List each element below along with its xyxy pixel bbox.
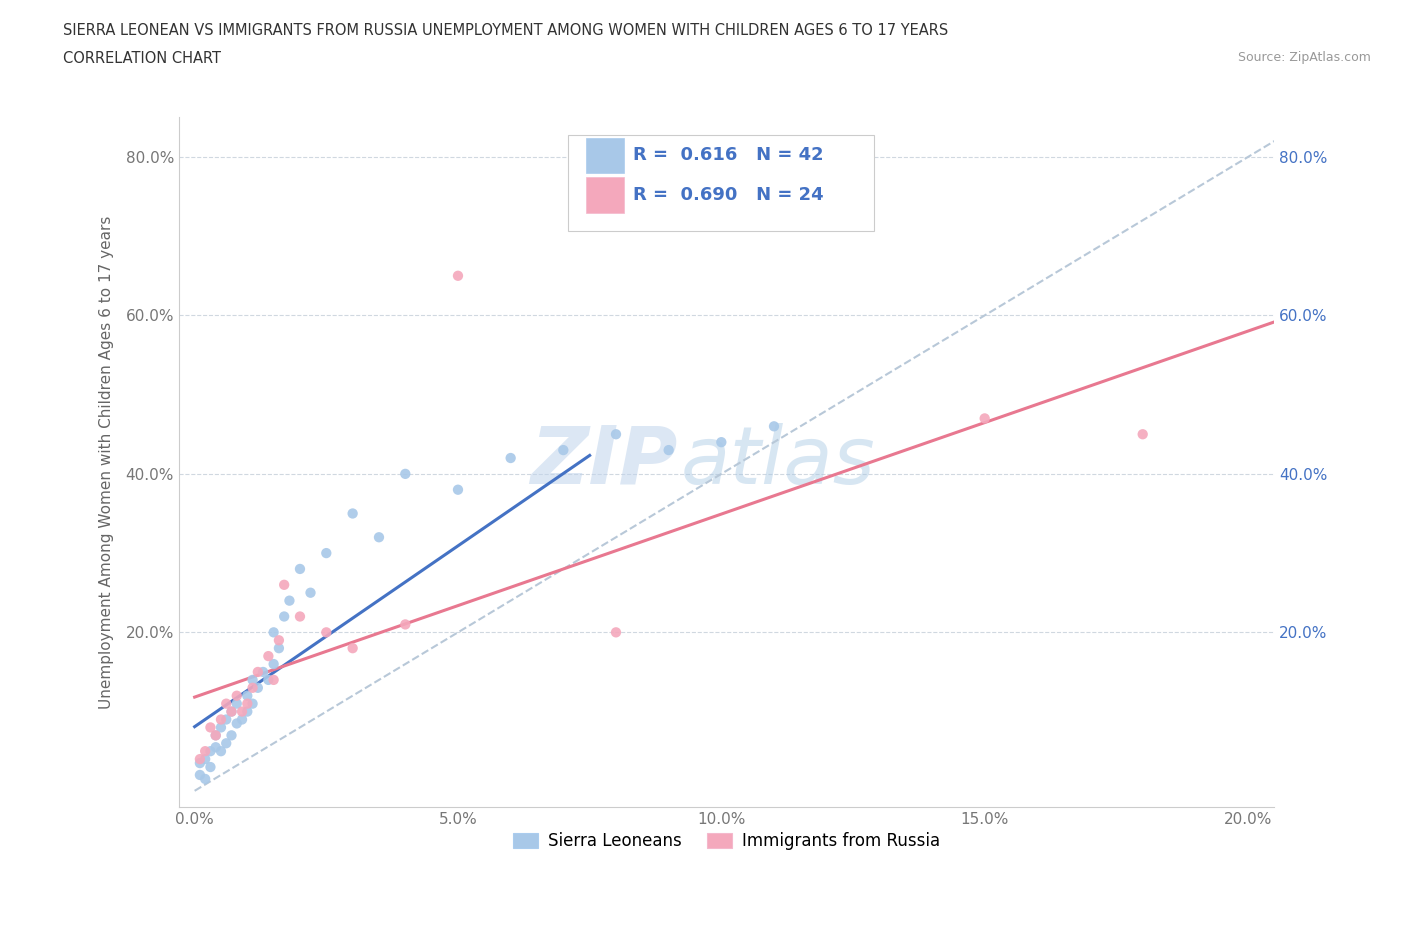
Point xyxy=(1132,427,1154,442)
Point xyxy=(394,617,416,631)
Point xyxy=(257,672,280,687)
Point xyxy=(288,562,311,577)
Point xyxy=(209,744,232,759)
Point xyxy=(188,756,211,771)
FancyBboxPatch shape xyxy=(568,135,875,231)
Point xyxy=(221,704,243,719)
Point xyxy=(299,585,322,600)
FancyBboxPatch shape xyxy=(586,177,624,213)
Point xyxy=(267,641,290,656)
Point xyxy=(246,681,269,696)
Point xyxy=(236,704,259,719)
Point xyxy=(242,681,264,696)
Point xyxy=(209,720,232,735)
Point xyxy=(225,688,247,703)
Point xyxy=(263,625,285,640)
Point xyxy=(242,697,264,711)
Point xyxy=(221,704,243,719)
Point xyxy=(447,483,470,498)
Text: SIERRA LEONEAN VS IMMIGRANTS FROM RUSSIA UNEMPLOYMENT AMONG WOMEN WITH CHILDREN : SIERRA LEONEAN VS IMMIGRANTS FROM RUSSIA… xyxy=(63,23,949,38)
Text: R =  0.616   N = 42: R = 0.616 N = 42 xyxy=(634,147,824,165)
Point xyxy=(204,728,226,743)
Point xyxy=(710,434,733,449)
Point xyxy=(215,697,238,711)
Point xyxy=(273,609,295,624)
Point xyxy=(200,720,222,735)
Point xyxy=(394,467,416,482)
Point xyxy=(499,450,522,465)
Point xyxy=(242,672,264,687)
Point xyxy=(658,443,681,458)
Point xyxy=(288,609,311,624)
Point xyxy=(278,593,301,608)
FancyBboxPatch shape xyxy=(586,138,624,173)
Point xyxy=(246,665,269,680)
Point xyxy=(236,697,259,711)
Text: atlas: atlas xyxy=(681,423,876,501)
Point xyxy=(368,530,391,545)
Point xyxy=(204,728,226,743)
Point xyxy=(200,760,222,775)
Legend: Sierra Leoneans, Immigrants from Russia: Sierra Leoneans, Immigrants from Russia xyxy=(506,826,946,857)
Point xyxy=(342,506,364,521)
Point xyxy=(221,728,243,743)
Point xyxy=(215,712,238,727)
Point xyxy=(252,665,274,680)
Point xyxy=(225,697,247,711)
Point xyxy=(263,672,285,687)
Point xyxy=(263,657,285,671)
Point xyxy=(315,625,337,640)
Y-axis label: Unemployment Among Women with Children Ages 6 to 17 years: Unemployment Among Women with Children A… xyxy=(100,215,114,709)
Point xyxy=(605,625,627,640)
Point xyxy=(273,578,295,592)
Point xyxy=(194,751,217,766)
Text: R =  0.690   N = 24: R = 0.690 N = 24 xyxy=(634,186,824,204)
Point xyxy=(553,443,575,458)
Point xyxy=(267,632,290,647)
Point xyxy=(447,269,470,284)
Point xyxy=(973,411,995,426)
Point xyxy=(231,712,253,727)
Point xyxy=(315,546,337,561)
Point xyxy=(215,736,238,751)
Point xyxy=(231,704,253,719)
Point xyxy=(194,744,217,759)
Point xyxy=(605,427,627,442)
Point xyxy=(209,712,232,727)
Point xyxy=(763,418,786,433)
Point xyxy=(188,751,211,766)
Point xyxy=(188,767,211,782)
Point xyxy=(200,744,222,759)
Text: CORRELATION CHART: CORRELATION CHART xyxy=(63,51,221,66)
Point xyxy=(194,772,217,787)
Text: Source: ZipAtlas.com: Source: ZipAtlas.com xyxy=(1237,51,1371,64)
Point xyxy=(257,648,280,663)
Point xyxy=(225,716,247,731)
Text: ZIP: ZIP xyxy=(530,423,678,501)
Point xyxy=(204,739,226,754)
Point xyxy=(342,641,364,656)
Point xyxy=(236,688,259,703)
